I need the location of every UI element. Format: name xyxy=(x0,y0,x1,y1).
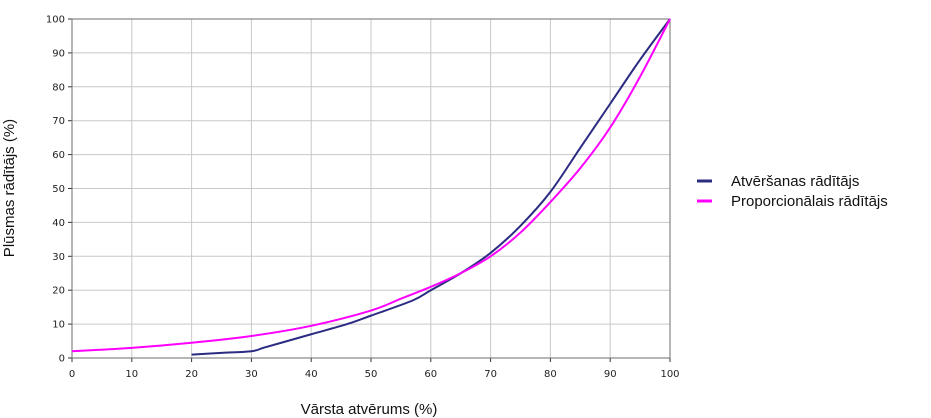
y-tick-label: 80 xyxy=(52,82,65,93)
x-tick-label: 20 xyxy=(185,369,198,380)
series-line-1 xyxy=(191,18,671,356)
x-tick-label: 10 xyxy=(125,369,138,380)
y-axis-title: Plūsmas rādītājs (%) xyxy=(1,119,18,257)
y-tick-label: 50 xyxy=(52,184,65,195)
x-tick-label: 60 xyxy=(424,369,437,380)
x-axis-title: Vārsta atvērums (%) xyxy=(301,401,438,418)
y-tick-label: 30 xyxy=(52,252,65,263)
y-tick-label: 10 xyxy=(52,320,65,331)
y-tick-label: 20 xyxy=(52,286,65,297)
x-tick-label: 30 xyxy=(245,369,258,380)
series-lines xyxy=(71,18,671,356)
x-tick-label: 80 xyxy=(544,369,557,380)
y-tick-label: 60 xyxy=(52,150,65,161)
y-tick-label: 40 xyxy=(52,218,65,229)
axes xyxy=(68,18,671,362)
legend-label-2: Proporcionālais rādītājs xyxy=(731,193,888,210)
tick-labels: 0 10 20 30 40 50 60 70 80 90 100 0 10 20 30 40 50 60 70 80 9… xyxy=(46,15,680,381)
plot-border xyxy=(71,18,671,359)
y-tick-label: 90 xyxy=(52,48,65,59)
x-tick-label: 40 xyxy=(305,369,318,380)
x-tick-label: 0 xyxy=(69,369,75,380)
legend: Atvēršanas rādītājs Proporcionālais rādīt… xyxy=(697,173,888,210)
y-tick-label: 100 xyxy=(46,15,65,26)
x-tick-label: 50 xyxy=(365,369,378,380)
x-tick-label: 100 xyxy=(660,369,679,380)
series-line-2 xyxy=(71,18,671,353)
grid xyxy=(71,18,671,359)
x-tick-label: 90 xyxy=(604,369,617,380)
legend-label-1: Atvēršanas rādītājs xyxy=(731,173,859,190)
y-tick-label: 0 xyxy=(59,354,65,365)
x-tick-label: 70 xyxy=(484,369,497,380)
y-tick-label: 70 xyxy=(52,116,65,127)
